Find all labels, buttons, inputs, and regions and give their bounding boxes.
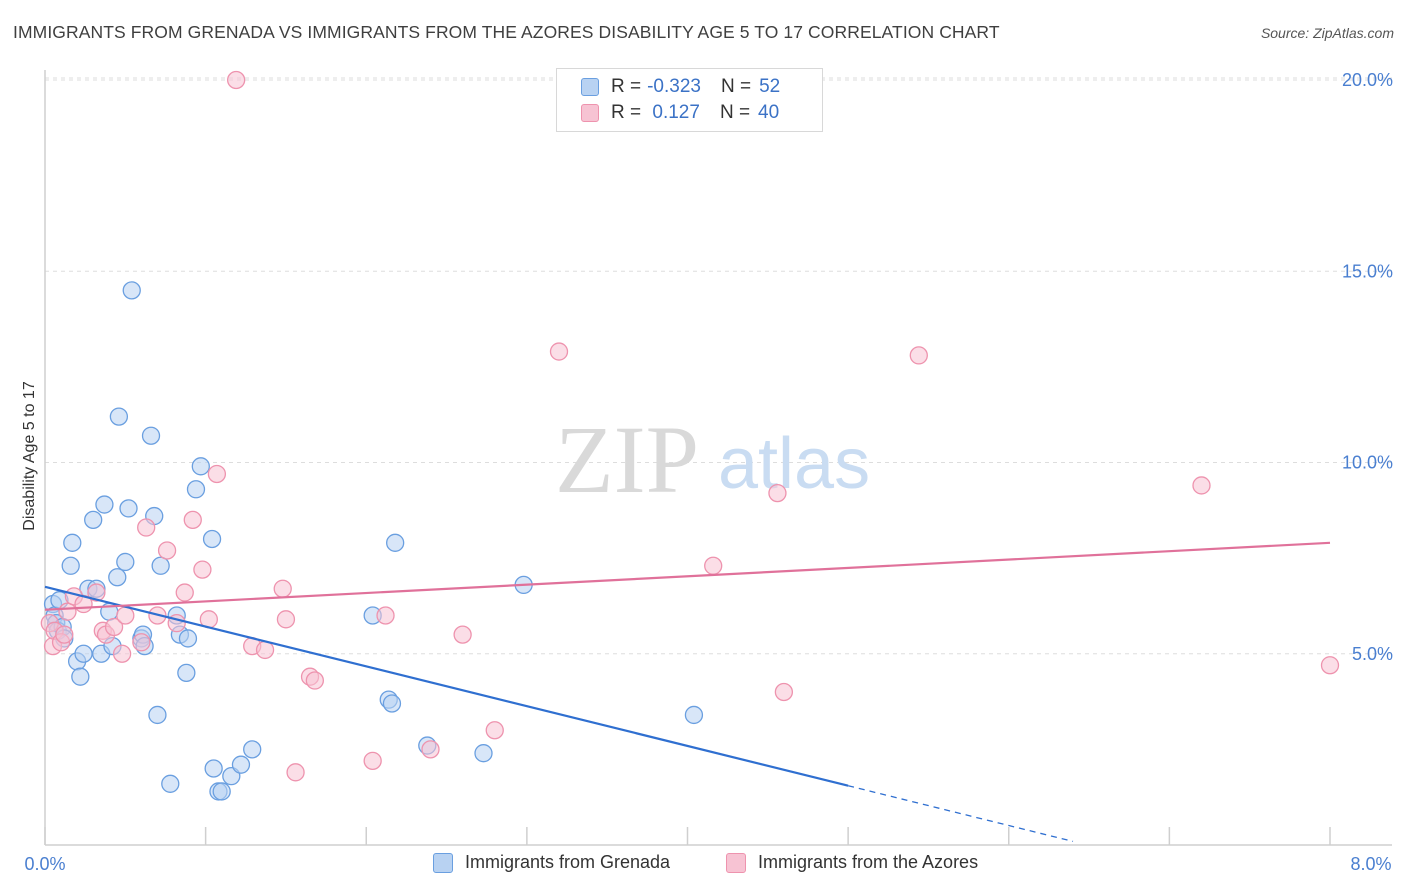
azores-point — [376, 606, 395, 625]
grenada-point — [474, 744, 493, 763]
azores-point — [774, 682, 794, 702]
grenada-point — [63, 533, 82, 552]
grenada-point — [74, 644, 93, 663]
azores-point — [704, 556, 723, 575]
azores-point — [104, 617, 124, 637]
trend-line-grenada — [44, 585, 849, 787]
azores-point — [157, 541, 177, 560]
grenada-point — [119, 499, 138, 518]
grenada-point — [95, 495, 114, 514]
legend-row-azores: R = 0.127 N = 40 — [581, 101, 779, 125]
y-tick-label: 15.0% — [1342, 261, 1393, 281]
grenada-point — [108, 568, 127, 587]
legend-swatch-blue — [581, 78, 599, 96]
y-tick-label: 5.0% — [1352, 644, 1393, 664]
correlation-legend: R = -0.323 N = 52 R = 0.127 N = 40 — [556, 68, 823, 132]
azores-point — [132, 633, 151, 652]
grenada-point — [231, 755, 251, 774]
source-label: Source: ZipAtlas.com — [1260, 25, 1394, 41]
grenada-point — [84, 510, 103, 530]
azores-point — [183, 510, 202, 530]
bottom-legend-label: Immigrants from the Azores — [758, 852, 979, 872]
azores-point — [193, 560, 212, 579]
trend-line-grenada-extension — [847, 785, 1074, 843]
azores-point — [137, 518, 156, 537]
azores-point — [453, 625, 472, 644]
trend-lines — [44, 541, 1331, 843]
grenada-point — [71, 667, 90, 686]
bottom-legend-swatch-pink — [726, 852, 746, 873]
azores-point — [226, 70, 246, 90]
y-tick-label: 10.0% — [1342, 453, 1393, 473]
grenada-point — [684, 705, 704, 725]
watermark-atlas: atlas — [718, 424, 870, 504]
azores-point — [1192, 476, 1211, 495]
series-grenada-points — [43, 281, 704, 801]
azores-point — [87, 583, 106, 602]
bottom-legend-grenada: Immigrants from Grenada — [433, 852, 670, 873]
bottom-legend-label: Immigrants from Grenada — [465, 852, 671, 872]
azores-point — [549, 342, 569, 361]
grenada-point — [61, 556, 80, 575]
y-tick-label: 20.0% — [1342, 70, 1393, 90]
grenada-point — [186, 480, 206, 499]
series-azores-points — [40, 70, 1340, 782]
grenada-point — [191, 457, 210, 476]
axes — [44, 70, 1392, 846]
bottom-legend-azores: Immigrants from the Azores — [726, 852, 978, 873]
grenada-point — [141, 426, 161, 445]
grenada-point — [382, 694, 402, 713]
legend-swatch-pink — [581, 104, 599, 122]
azores-point — [909, 346, 928, 365]
x-tick-label: 8.0% — [1350, 854, 1391, 874]
azores-point — [273, 579, 292, 598]
azores-point — [116, 606, 135, 625]
azores-point — [305, 671, 325, 690]
azores-point — [112, 644, 132, 663]
grenada-point — [151, 556, 170, 575]
grenada-point — [212, 782, 231, 801]
watermark-zip: ZIP — [555, 406, 699, 513]
azores-point — [768, 483, 787, 503]
grenada-point — [386, 533, 405, 552]
legend-r-label: R = — [611, 102, 642, 123]
legend-n-value: 40 — [758, 102, 780, 123]
legend-r-value: 0.127 — [647, 102, 700, 123]
legend-n-label: N = — [719, 102, 751, 123]
azores-point — [276, 610, 296, 629]
azores-point — [286, 763, 305, 782]
grenada-point — [116, 552, 135, 572]
x-tick-label: 0.0% — [24, 854, 65, 874]
legend-n-label: N = — [720, 76, 752, 97]
bottom-legend-swatch-blue — [433, 852, 453, 873]
grenada-point — [122, 281, 141, 300]
grenada-point — [177, 663, 196, 683]
azores-point — [55, 625, 74, 644]
legend-row-grenada: R = -0.323 N = 52 — [581, 75, 780, 99]
y-axis-label: Disability Age 5 to 17 — [21, 381, 38, 531]
legend-n-value: 52 — [759, 76, 781, 97]
legend-r-value: -0.323 — [647, 76, 701, 97]
azores-point — [1320, 656, 1340, 675]
azores-point — [175, 583, 194, 602]
azores-point — [421, 740, 440, 759]
grenada-point — [178, 629, 198, 648]
grenada-point — [204, 759, 223, 778]
azores-point — [58, 602, 77, 621]
grenada-point — [161, 774, 180, 793]
grenada-point — [148, 705, 167, 725]
legend-r-label: R = — [611, 76, 642, 97]
azores-point — [207, 464, 227, 484]
chart-title: IMMIGRANTS FROM GRENADA VS IMMIGRANTS FR… — [13, 22, 1000, 42]
grenada-point — [109, 407, 129, 426]
trend-line-azores — [44, 541, 1331, 611]
grenada-point — [202, 529, 222, 549]
watermark: ZIP atlas — [555, 406, 870, 513]
tick-labels: 5.0% 10.0% 15.0% 20.0% 0.0% 8.0% — [24, 70, 1393, 874]
grenada-point — [243, 740, 262, 759]
azores-point — [255, 640, 275, 660]
azores-point — [485, 721, 504, 740]
azores-point — [363, 751, 382, 770]
